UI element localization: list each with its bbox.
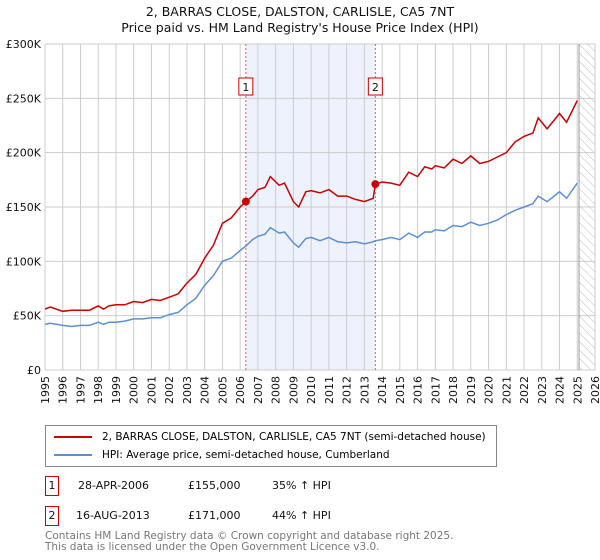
x-tick-label: 1998 <box>92 376 105 404</box>
x-tick-label: 1997 <box>74 376 87 404</box>
footer-line-1: Contains HM Land Registry data © Crown c… <box>45 530 454 542</box>
y-tick-label: £150K <box>6 201 42 214</box>
x-tick-label: 2011 <box>323 376 336 404</box>
x-tick-label: 1995 <box>39 376 52 404</box>
x-tick-label: 2025 <box>571 376 584 404</box>
x-tick-label: 2020 <box>483 376 496 404</box>
transaction-badge: 2 <box>45 506 59 526</box>
x-tick-label: 2018 <box>447 376 460 404</box>
x-tick-label: 2002 <box>163 376 176 404</box>
price-chart: 1995 1996 1997 1998 1999 2000 2001 2002 2003 2004… <box>6 38 600 404</box>
legend-swatch-property <box>54 436 92 438</box>
legend: 2, BARRAS CLOSE, DALSTON, CARLISLE, CA5 … <box>45 425 497 467</box>
x-tick-label: 2008 <box>270 376 283 404</box>
legend-item-hpi: HPI: Average price, semi-detached house,… <box>54 447 390 463</box>
x-tick-label: 2012 <box>341 376 354 404</box>
x-tick-label: 2007 <box>252 376 265 404</box>
y-tick-label: £300K <box>6 38 42 51</box>
y-tick-label: £0 <box>27 364 41 377</box>
sale-badge <box>238 77 254 96</box>
x-tick-label: 2004 <box>199 376 212 404</box>
footer: Contains HM Land Registry data © Crown c… <box>45 531 453 553</box>
y-tick-label: £250K <box>6 92 42 105</box>
transaction-hpi: 35% ↑ HPI <box>272 479 331 492</box>
legend-label-hpi: HPI: Average price, semi-detached house,… <box>102 449 390 461</box>
transaction-price: £155,000 <box>188 479 241 492</box>
transaction-price: £171,000 <box>188 509 241 522</box>
x-tick-label: 2022 <box>518 376 531 404</box>
y-tick-label: £50K <box>13 310 42 323</box>
legend-swatch-hpi <box>54 454 92 456</box>
sale-badge-label: 1 <box>242 81 249 94</box>
chart-subtitle: Price paid vs. HM Land Registry's House … <box>121 20 479 35</box>
sale-badge <box>367 77 383 96</box>
chart-title: 2, BARRAS CLOSE, DALSTON, CARLISLE, CA5 … <box>145 4 455 19</box>
x-tick-label: 2000 <box>128 376 141 404</box>
x-tick-label: 2001 <box>145 376 158 404</box>
transaction-badge: 1 <box>45 476 59 496</box>
x-tick-label: 2014 <box>376 376 389 404</box>
x-tick-label: 2003 <box>181 376 194 404</box>
x-tick-label: 2017 <box>429 376 442 404</box>
x-tick-label: 2015 <box>394 376 407 404</box>
legend-label-property: 2, BARRAS CLOSE, DALSTON, CARLISLE, CA5 … <box>102 431 486 443</box>
x-tick-label: 2005 <box>216 376 229 404</box>
x-tick-label: 2010 <box>305 376 318 404</box>
x-tick-label: 2013 <box>358 376 371 404</box>
x-tick-label: 1996 <box>57 376 70 404</box>
x-tick-label: 2026 <box>589 376 600 404</box>
x-tick-label: 2023 <box>536 376 549 404</box>
x-tick-label: 2019 <box>465 376 478 404</box>
y-tick-label: £200K <box>6 147 42 160</box>
footer-line-2: This data is licensed under the Open Gov… <box>45 541 380 553</box>
property-price-line <box>44 100 578 313</box>
hpi-line <box>44 182 578 328</box>
legend-item-property: 2, BARRAS CLOSE, DALSTON, CARLISLE, CA5 … <box>54 429 486 445</box>
transaction-date: 28-APR-2006 <box>78 479 150 492</box>
x-tick-label: 2024 <box>554 376 567 404</box>
transaction-hpi: 44% ↑ HPI <box>272 509 331 522</box>
sale-point <box>371 180 380 189</box>
sale-badge-label: 2 <box>372 81 379 94</box>
x-tick-label: 1999 <box>110 376 123 404</box>
x-tick-label: 2021 <box>500 376 513 404</box>
sale-point <box>241 197 250 206</box>
x-tick-label: 2016 <box>412 376 425 404</box>
y-tick-label: £100K <box>6 255 42 268</box>
transaction-date: 16-AUG-2013 <box>76 509 150 522</box>
x-tick-label: 2009 <box>287 376 300 404</box>
x-tick-label: 2006 <box>234 376 247 404</box>
